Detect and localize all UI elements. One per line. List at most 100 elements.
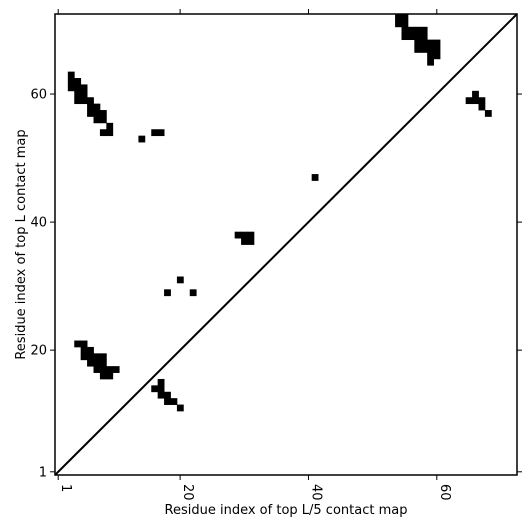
contact-cell-lower xyxy=(74,90,82,98)
contact-cell-lower xyxy=(176,404,184,412)
contact-cell-upper xyxy=(478,103,486,111)
contact-cell-upper xyxy=(427,46,434,53)
contact-cell-upper xyxy=(164,289,171,297)
contact-cell-upper xyxy=(472,97,479,105)
contact-cell-upper xyxy=(138,135,146,143)
contact-cell-upper xyxy=(414,26,422,34)
contact-cell-lower xyxy=(99,129,107,137)
contact-cell-lower xyxy=(87,359,94,367)
contact-cell-lower xyxy=(80,90,88,98)
contact-cell-lower xyxy=(99,366,107,373)
x-tick-label: 1 xyxy=(58,484,73,492)
y-tick-label: 40 xyxy=(30,216,47,231)
contact-cell-upper xyxy=(234,231,242,239)
contact-cell-upper xyxy=(433,39,441,47)
contact-cell-lower xyxy=(99,116,107,124)
contact-cell-lower xyxy=(80,84,88,92)
contact-cell-lower xyxy=(99,110,107,117)
contact-cell-lower xyxy=(93,110,101,117)
contact-cell-lower xyxy=(93,116,101,124)
contact-cell-lower xyxy=(106,122,114,130)
x-tick-label: 20 xyxy=(180,484,195,501)
contact-cell-lower xyxy=(99,353,107,361)
y-tick-label: 20 xyxy=(30,344,47,359)
contact-cell-lower xyxy=(87,110,94,117)
contact-cell-lower xyxy=(87,103,94,111)
contact-cell-lower xyxy=(157,385,165,393)
y-tick-label: 1 xyxy=(39,465,47,480)
contact-cell-lower xyxy=(93,366,101,373)
contact-cell-lower xyxy=(164,398,171,405)
contact-cell-upper xyxy=(420,33,428,41)
contact-cell-lower xyxy=(80,353,88,361)
contact-cell-lower xyxy=(112,366,120,373)
contact-cell-lower xyxy=(80,97,88,105)
contact-cell-upper xyxy=(484,110,492,117)
contact-cell-upper xyxy=(176,276,184,284)
contact-cell-upper xyxy=(157,129,165,137)
contact-cell-lower xyxy=(99,372,107,380)
contact-cell-upper xyxy=(414,39,422,47)
contact-cell-upper xyxy=(311,174,319,181)
contact-cell-upper xyxy=(401,26,409,34)
contact-cell-upper xyxy=(465,97,473,105)
contact-cell-lower xyxy=(87,97,94,105)
contact-cell-upper xyxy=(478,97,486,105)
x-axis-label: Residue index of top L/5 contact map xyxy=(165,503,408,518)
contact-cell-lower xyxy=(164,391,171,399)
contact-cell-lower xyxy=(106,372,114,380)
contact-cell-lower xyxy=(67,84,75,92)
contact-cells xyxy=(67,14,492,412)
contact-cell-upper xyxy=(414,33,422,41)
contact-cell-upper xyxy=(395,14,402,21)
contact-cell-upper xyxy=(433,46,441,53)
contact-cell-upper xyxy=(427,39,434,47)
contact-cell-upper xyxy=(401,33,409,41)
contact-cell-lower xyxy=(93,353,101,361)
contact-cell-upper xyxy=(407,33,415,41)
y-tick-label: 60 xyxy=(30,88,47,103)
x-tick-label: 40 xyxy=(308,484,323,501)
contact-cell-lower xyxy=(93,103,101,111)
contact-cell-upper xyxy=(420,46,428,53)
diagonal-line xyxy=(54,13,518,476)
contact-cell-upper xyxy=(247,231,255,239)
contact-cell-upper xyxy=(433,52,441,60)
plot-frame xyxy=(54,13,518,476)
contact-cell-upper xyxy=(241,238,248,245)
contact-cell-upper xyxy=(189,289,197,297)
x-tick-label: 60 xyxy=(437,484,452,501)
contact-cell-lower xyxy=(74,97,82,105)
contact-cell-lower xyxy=(80,346,88,354)
axis-ticks: 1 20 40 60 1 20 40 60 xyxy=(30,9,522,501)
contact-cell-upper xyxy=(427,52,434,60)
contact-cell-upper xyxy=(401,20,409,28)
contact-cell-upper xyxy=(407,26,415,34)
contact-cell-lower xyxy=(106,366,114,373)
contact-cell-upper xyxy=(241,231,248,239)
contact-cell-upper xyxy=(414,46,422,53)
contact-cell-lower xyxy=(67,78,75,85)
contact-cell-lower xyxy=(157,378,165,386)
contact-cell-lower xyxy=(93,359,101,367)
contact-cell-lower xyxy=(74,340,82,348)
contact-cell-lower xyxy=(170,398,178,405)
contact-cell-upper xyxy=(472,90,479,98)
contact-cell-lower xyxy=(106,129,114,137)
contact-cell-lower xyxy=(67,71,75,79)
contact-cell-lower xyxy=(151,385,159,393)
contact-cell-upper xyxy=(420,39,428,47)
contact-cell-upper xyxy=(247,238,255,245)
contact-cell-lower xyxy=(87,353,94,361)
y-axis-label: Residue index of top L contact map xyxy=(14,129,29,359)
contact-cell-lower xyxy=(87,346,94,354)
contact-cell-lower xyxy=(74,78,82,85)
contact-cell-upper xyxy=(151,129,159,137)
contact-cell-lower xyxy=(74,84,82,92)
contact-cell-upper xyxy=(395,20,402,28)
contact-cell-lower xyxy=(80,340,88,348)
contact-cell-upper xyxy=(420,26,428,34)
contact-cell-lower xyxy=(157,391,165,399)
contact-cell-upper xyxy=(427,58,434,66)
